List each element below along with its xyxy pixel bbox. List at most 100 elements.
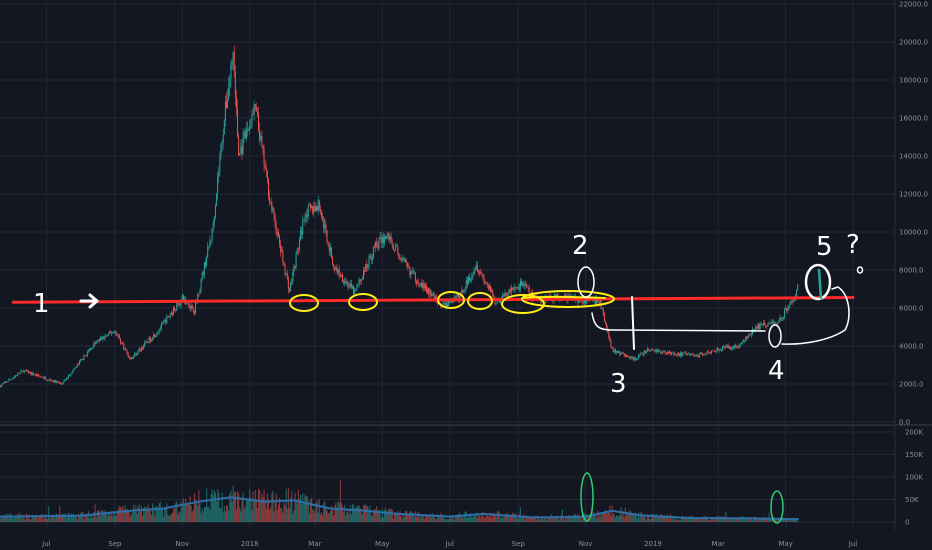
volume-bar — [644, 516, 646, 522]
candle-body — [504, 292, 506, 297]
volume-bar — [470, 513, 472, 522]
volume-bar — [106, 515, 108, 522]
volume-bar — [260, 501, 262, 522]
candle-body — [621, 352, 623, 354]
volume-bar — [454, 516, 456, 522]
highlight-ellipse — [437, 291, 465, 309]
candle-body — [64, 380, 66, 381]
volume-bar — [545, 517, 547, 522]
candle-body — [327, 241, 329, 246]
right-arrow-icon — [79, 293, 99, 309]
volume-bar — [638, 512, 640, 522]
volume-bar — [210, 493, 212, 522]
volume-highlight-ellipse — [770, 490, 784, 524]
volume-bar — [532, 517, 534, 522]
candle-body — [764, 323, 766, 325]
candle-body — [760, 323, 762, 326]
volume-bar — [607, 512, 609, 522]
candle-body — [715, 351, 717, 353]
candle-body — [380, 236, 382, 244]
candle-body — [136, 353, 138, 356]
candle-body — [788, 306, 790, 308]
candle-body — [411, 270, 413, 272]
volume-bar — [566, 516, 568, 522]
volume-bar — [537, 515, 539, 522]
volume-bar — [387, 510, 389, 522]
candle-body — [646, 348, 648, 351]
candle-body — [207, 246, 209, 258]
candle-body — [744, 340, 746, 342]
candle-body — [245, 129, 247, 139]
volume-bar — [396, 512, 398, 522]
candle-body — [285, 273, 287, 275]
price-tick-label: 10000.0 — [899, 229, 928, 237]
candle-body — [252, 114, 254, 116]
candle-body — [743, 340, 745, 343]
candle-body — [347, 281, 349, 288]
volume-bar — [728, 517, 730, 522]
candle-body — [49, 379, 51, 381]
candle-body — [525, 283, 527, 287]
candle-body — [208, 246, 210, 247]
candle-body — [750, 334, 752, 336]
volume-bar — [739, 516, 741, 522]
volume-bar — [664, 516, 666, 522]
volume-bar — [273, 511, 275, 522]
candle-body — [48, 380, 50, 381]
candle-body — [793, 299, 795, 301]
volume-bar — [347, 508, 349, 522]
candle-body — [444, 302, 446, 307]
candle-body — [314, 206, 316, 212]
candle-body — [154, 334, 156, 337]
candle-body — [119, 338, 121, 343]
candle-body — [107, 333, 109, 336]
candle-body — [106, 335, 108, 337]
volume-bar — [61, 514, 63, 522]
volume-bar — [761, 517, 763, 522]
candle-body — [127, 353, 129, 356]
volume-bar — [400, 516, 402, 522]
candle-body — [206, 257, 208, 266]
candle-body — [610, 341, 612, 348]
candle-body — [491, 290, 493, 292]
candle-body — [723, 346, 725, 347]
candle-body — [281, 250, 283, 252]
volume-bar — [577, 513, 579, 522]
candle-body — [493, 296, 495, 298]
candle-body — [220, 144, 222, 157]
volume-bar — [598, 512, 600, 522]
volume-bar — [427, 516, 429, 522]
volume-bar — [170, 513, 172, 522]
volume-bar — [237, 491, 239, 522]
candle-body — [368, 256, 370, 267]
time-tick-label: Mar — [712, 540, 725, 548]
volume-bar — [492, 513, 494, 522]
price-tick-label: 2000.0 — [899, 381, 924, 389]
volume-bar — [716, 516, 718, 522]
volume-bar — [557, 515, 559, 522]
candle-body — [674, 354, 676, 356]
candle-body — [767, 323, 769, 327]
candle-body — [677, 353, 679, 355]
candle-body — [456, 294, 458, 296]
volume-bar — [291, 490, 293, 522]
volume-bar — [134, 511, 136, 522]
candle-body — [92, 347, 94, 350]
volume-bar — [359, 507, 361, 522]
volume-bar — [560, 514, 562, 522]
volume-bar — [65, 518, 67, 522]
candle-body — [487, 284, 489, 289]
volume-bar — [458, 515, 460, 522]
volume-bar — [11, 517, 13, 522]
volume-bar — [50, 518, 52, 522]
candle-body — [386, 236, 388, 239]
candle-body — [237, 108, 239, 137]
candle-body — [390, 236, 392, 243]
volume-bar — [459, 512, 461, 522]
candle-body — [728, 346, 730, 349]
candle-body — [488, 286, 490, 289]
volume-bar — [725, 511, 727, 522]
candle-body — [599, 299, 601, 305]
volume-bar — [265, 508, 267, 522]
candle-body — [661, 352, 663, 354]
